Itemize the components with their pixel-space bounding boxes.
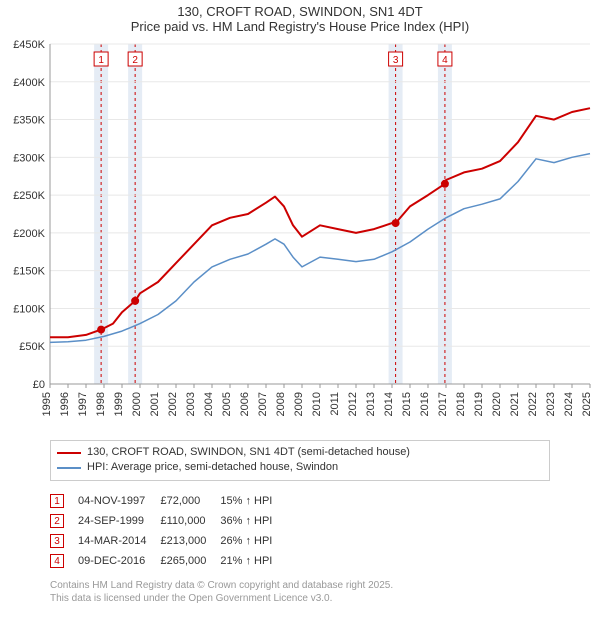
legend-row: 130, CROFT ROAD, SWINDON, SN1 4DT (semi-… bbox=[57, 445, 543, 460]
cell-date: 04-NOV-1997 bbox=[78, 491, 160, 511]
legend: 130, CROFT ROAD, SWINDON, SN1 4DT (semi-… bbox=[50, 440, 550, 481]
x-tick-label: 2000 bbox=[131, 392, 143, 416]
x-tick-label: 2022 bbox=[527, 392, 539, 416]
footer-line1: Contains HM Land Registry data © Crown c… bbox=[50, 579, 550, 592]
cell-date: 14-MAR-2014 bbox=[78, 531, 160, 551]
y-tick-label: £100K bbox=[13, 303, 45, 315]
x-tick-label: 2021 bbox=[509, 392, 521, 416]
cell-pct: 36% ↑ HPI bbox=[220, 511, 286, 531]
chart-title-line1: 130, CROFT ROAD, SWINDON, SN1 4DT bbox=[0, 4, 600, 19]
chart-area: 1 2 3 4 £0 £50K £100K £150K £200K £250K £300K £350K… bbox=[0, 34, 600, 434]
x-tick-label: 2014 bbox=[383, 392, 395, 416]
cell-pct: 15% ↑ HPI bbox=[220, 491, 286, 511]
cell-pct: 26% ↑ HPI bbox=[220, 531, 286, 551]
x-tick-label: 2011 bbox=[329, 392, 341, 416]
footer-line2: This data is licensed under the Open Gov… bbox=[50, 592, 550, 605]
x-tick-label: 2019 bbox=[473, 392, 485, 416]
marker-number: 4 bbox=[442, 55, 448, 66]
series-marker bbox=[392, 219, 400, 227]
cell-marker: 2 bbox=[50, 511, 78, 531]
y-tick-label: £350K bbox=[13, 115, 45, 127]
cell-price: £265,000 bbox=[160, 551, 220, 571]
transactions-table: 1 04-NOV-1997£72,00015% ↑ HPI 2 24-SEP-1999… bbox=[50, 491, 286, 571]
x-tick-label: 2001 bbox=[149, 392, 161, 416]
y-tick-label: £0 bbox=[33, 379, 45, 391]
table-row: 3 14-MAR-2014£213,00026% ↑ HPI bbox=[50, 531, 286, 551]
cell-pct: 21% ↑ HPI bbox=[220, 551, 286, 571]
series-marker bbox=[97, 326, 105, 334]
x-tick-label: 2023 bbox=[545, 392, 557, 416]
x-tick-label: 1997 bbox=[77, 392, 89, 416]
x-tick-label: 2006 bbox=[239, 392, 251, 416]
cell-marker: 1 bbox=[50, 491, 78, 511]
x-tick-label: 2017 bbox=[437, 392, 449, 416]
transaction-marker: 4 bbox=[50, 554, 64, 568]
cell-date: 09-DEC-2016 bbox=[78, 551, 160, 571]
y-tick-label: £450K bbox=[13, 39, 45, 51]
legend-label: HPI: Average price, semi-detached house,… bbox=[87, 460, 338, 475]
table-row: 4 09-DEC-2016£265,00021% ↑ HPI bbox=[50, 551, 286, 571]
marker-number: 2 bbox=[132, 55, 138, 66]
x-tick-label: 2004 bbox=[203, 392, 215, 416]
cell-price: £213,000 bbox=[160, 531, 220, 551]
cell-price: £72,000 bbox=[160, 491, 220, 511]
x-tick-label: 2024 bbox=[563, 392, 575, 416]
x-tick-label: 1999 bbox=[113, 392, 125, 416]
y-tick-label: £300K bbox=[13, 152, 45, 164]
legend-swatch bbox=[57, 452, 81, 454]
table-row: 2 24-SEP-1999£110,00036% ↑ HPI bbox=[50, 511, 286, 531]
y-tick-label: £250K bbox=[13, 190, 45, 202]
x-tick-label: 1996 bbox=[59, 392, 71, 416]
cell-price: £110,000 bbox=[160, 511, 220, 531]
marker-number: 3 bbox=[393, 55, 399, 66]
chart-title-line2: Price paid vs. HM Land Registry's House … bbox=[0, 19, 600, 34]
y-tick-label: £200K bbox=[13, 228, 45, 240]
cell-date: 24-SEP-1999 bbox=[78, 511, 160, 531]
x-tick-label: 2007 bbox=[257, 392, 269, 416]
transaction-marker: 2 bbox=[50, 514, 64, 528]
page-root: 130, CROFT ROAD, SWINDON, SN1 4DT Price … bbox=[0, 0, 600, 620]
legend-row: HPI: Average price, semi-detached house,… bbox=[57, 460, 543, 475]
x-tick-label: 2012 bbox=[347, 392, 359, 416]
x-tick-label: 2008 bbox=[275, 392, 287, 416]
x-tick-label: 2016 bbox=[419, 392, 431, 416]
x-tick-label: 2020 bbox=[491, 392, 503, 416]
x-tick-label: 2010 bbox=[311, 392, 323, 416]
x-tick-label: 2015 bbox=[401, 392, 413, 416]
footer: Contains HM Land Registry data © Crown c… bbox=[50, 579, 550, 605]
transaction-marker: 3 bbox=[50, 534, 64, 548]
y-tick-label: £400K bbox=[13, 77, 45, 89]
chart-title-block: 130, CROFT ROAD, SWINDON, SN1 4DT Price … bbox=[0, 0, 600, 34]
x-tick-label: 2005 bbox=[221, 392, 233, 416]
x-tick-label: 1998 bbox=[95, 392, 107, 416]
legend-label: 130, CROFT ROAD, SWINDON, SN1 4DT (semi-… bbox=[87, 445, 410, 460]
x-tick-label: 2002 bbox=[167, 392, 179, 416]
price-chart: 1 2 3 4 £0 £50K £100K £150K £200K £250K £300K £350K… bbox=[0, 34, 600, 434]
y-tick-label: £50K bbox=[19, 341, 45, 353]
x-tick-label: 2013 bbox=[365, 392, 377, 416]
x-tick-label: 2025 bbox=[581, 392, 593, 416]
y-tick-label: £150K bbox=[13, 266, 45, 278]
series-marker bbox=[441, 180, 449, 188]
x-tick-label: 1995 bbox=[41, 392, 53, 416]
x-tick-label: 2009 bbox=[293, 392, 305, 416]
cell-marker: 3 bbox=[50, 531, 78, 551]
legend-swatch bbox=[57, 467, 81, 469]
marker-number: 1 bbox=[98, 55, 104, 66]
transaction-marker: 1 bbox=[50, 494, 64, 508]
series-marker bbox=[131, 297, 139, 305]
x-tick-label: 2018 bbox=[455, 392, 467, 416]
table-row: 1 04-NOV-1997£72,00015% ↑ HPI bbox=[50, 491, 286, 511]
cell-marker: 4 bbox=[50, 551, 78, 571]
x-tick-label: 2003 bbox=[185, 392, 197, 416]
